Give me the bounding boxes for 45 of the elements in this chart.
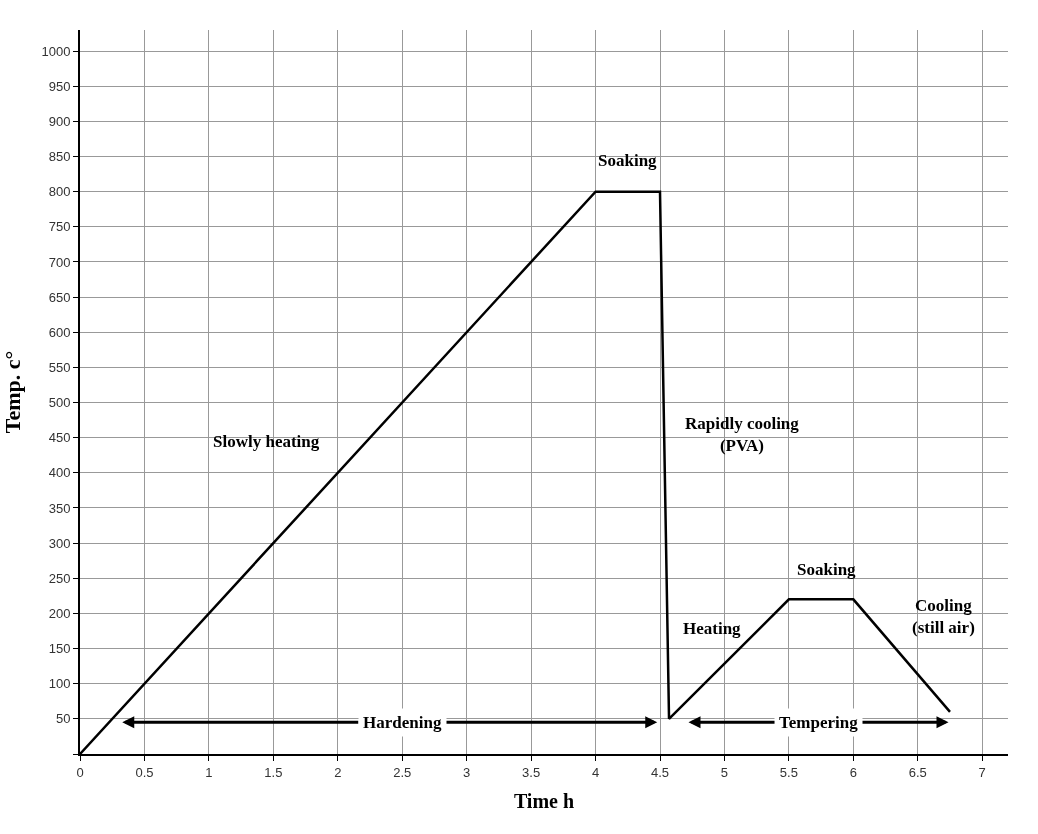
y-tick-label: 150 (48, 641, 71, 657)
y-tick-label: 450 (48, 430, 71, 446)
y-tick-label: 400 (48, 465, 71, 481)
y-tick-label: 850 (48, 149, 71, 165)
y-tick-label: 750 (48, 219, 71, 235)
y-tick-label: 600 (48, 324, 71, 340)
annotation: Cooling (still air) (912, 596, 975, 638)
y-tick-label: 500 (48, 395, 71, 411)
x-tick-label: 4 (591, 764, 600, 780)
x-tick-label: 5.5 (779, 764, 798, 780)
y-tick-label: 1000 (41, 43, 71, 59)
annotation: Slowly heating (213, 432, 320, 451)
y-tick-label: 800 (48, 184, 71, 200)
x-tick-label: 0 (76, 764, 84, 780)
y-tick-label: 650 (48, 289, 71, 305)
annotation: Soaking (797, 560, 857, 579)
annotation: Heating (683, 619, 742, 638)
x-tick-label: 2 (334, 764, 342, 780)
x-tick-label: 1 (205, 764, 213, 780)
y-tick-label: 200 (48, 605, 71, 621)
x-tick-label: 3.5 (522, 764, 541, 780)
x-tick-label: 6.5 (908, 764, 927, 780)
x-tick-label: 3 (463, 764, 471, 780)
y-tick-label: 350 (48, 500, 71, 516)
x-tick-label: 0.5 (135, 764, 154, 780)
annotation: Rapidly cooling (PVA) (685, 414, 800, 456)
annotation: Soaking (598, 151, 658, 170)
x-axis-title: Time h (513, 789, 575, 812)
x-tick-label: 6 (849, 764, 857, 780)
y-tick-label: 250 (48, 570, 71, 586)
x-tick-label: 2.5 (393, 764, 412, 780)
x-tick-label: 7 (978, 764, 986, 780)
y-axis-title: Temp. c° (0, 350, 25, 434)
annotation: Hardening (363, 713, 442, 732)
y-tick-label: 550 (48, 359, 71, 375)
annotation: Tempering (779, 713, 859, 732)
x-tick-label: 5 (720, 764, 729, 780)
y-tick-label: 700 (48, 254, 71, 270)
y-tick-label: 900 (48, 113, 71, 129)
y-tick-label: 300 (48, 535, 71, 551)
y-tick-label: 100 (48, 676, 71, 692)
x-tick-label: 4.5 (650, 764, 670, 780)
y-tick-label: 950 (48, 78, 71, 94)
x-tick-label: 1.5 (264, 764, 283, 780)
y-tick-label: 50 (55, 711, 71, 727)
